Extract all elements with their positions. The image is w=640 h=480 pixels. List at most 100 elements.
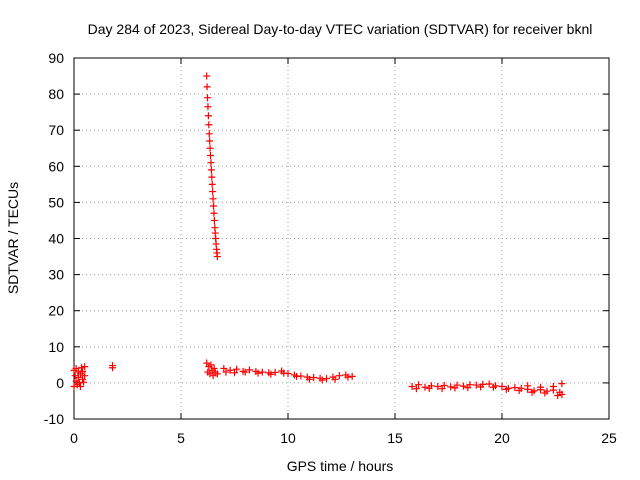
data-point xyxy=(415,381,423,389)
y-tick-label: 70 xyxy=(48,122,64,138)
data-point xyxy=(271,368,279,376)
data-point xyxy=(226,366,234,374)
data-point xyxy=(447,383,455,391)
data-point xyxy=(335,372,343,380)
data-point xyxy=(524,382,532,390)
data-point xyxy=(222,368,230,376)
data-point xyxy=(425,384,433,392)
data-point xyxy=(245,366,253,374)
data-point xyxy=(210,216,218,224)
data-point xyxy=(558,380,566,388)
data-point xyxy=(204,112,212,120)
data-point xyxy=(412,385,420,393)
data-point xyxy=(77,364,85,372)
data-point xyxy=(233,365,241,373)
x-axis-label: GPS time / hours xyxy=(287,458,394,474)
axis-ticks: -10 0 10 20 30 40 50 60 70 80 90 0 5 10 15 20 25 xyxy=(44,50,617,446)
y-tick-label: 0 xyxy=(56,375,64,391)
data-point xyxy=(331,375,339,383)
data-point xyxy=(205,130,213,138)
y-axis-label: SDTVAR / TECUs xyxy=(5,182,21,294)
data-point xyxy=(79,367,87,375)
data-point xyxy=(537,383,545,391)
data-point xyxy=(206,144,214,152)
data-point xyxy=(209,195,217,203)
data-point xyxy=(472,381,480,389)
data-point xyxy=(498,383,506,391)
data-point xyxy=(310,373,318,381)
data-point xyxy=(280,369,288,377)
data-point xyxy=(451,384,459,392)
data-point xyxy=(81,363,89,371)
x-tick-label: 25 xyxy=(601,430,617,446)
data-point xyxy=(81,372,89,380)
data-point xyxy=(208,173,216,181)
data-point xyxy=(210,209,218,217)
data-point xyxy=(80,378,88,386)
x-tick-label: 10 xyxy=(280,430,296,446)
data-point xyxy=(74,373,82,381)
data-point xyxy=(459,382,467,390)
data-point xyxy=(204,94,212,102)
x-tick-label: 5 xyxy=(177,430,185,446)
data-point xyxy=(207,361,215,369)
data-point xyxy=(231,369,238,377)
y-tick-label: 60 xyxy=(48,158,64,174)
data-point xyxy=(541,389,549,397)
data-point xyxy=(213,253,221,261)
data-point xyxy=(210,364,218,372)
data-point xyxy=(72,364,80,372)
data-point xyxy=(210,202,218,210)
data-point xyxy=(511,384,519,392)
x-tick-label: 20 xyxy=(494,430,510,446)
y-tick-label: 90 xyxy=(48,50,64,66)
data-point xyxy=(209,372,217,380)
data-point xyxy=(464,384,472,392)
data-point xyxy=(267,370,275,378)
data-point xyxy=(109,364,117,372)
data-point xyxy=(323,375,331,383)
data-point xyxy=(489,383,497,391)
y-tick-label: 20 xyxy=(48,303,64,319)
data-point xyxy=(203,359,211,367)
data-points xyxy=(70,72,566,400)
data-point xyxy=(477,383,485,391)
data-point xyxy=(76,383,84,391)
y-tick-label: 50 xyxy=(48,194,64,210)
data-point xyxy=(515,386,523,394)
data-point xyxy=(254,369,262,377)
data-point xyxy=(204,103,212,111)
data-point xyxy=(203,72,211,80)
data-point xyxy=(293,372,301,380)
data-point xyxy=(207,166,215,174)
data-point xyxy=(209,188,217,196)
y-tick-label: 30 xyxy=(48,267,64,283)
data-point xyxy=(206,137,214,145)
data-point xyxy=(207,159,215,167)
data-point xyxy=(408,383,416,391)
data-point xyxy=(528,388,536,396)
data-point xyxy=(71,372,79,380)
data-point xyxy=(421,383,429,391)
y-tick-label: -10 xyxy=(44,411,64,427)
data-point xyxy=(207,151,215,159)
data-point xyxy=(258,368,266,376)
data-point xyxy=(208,180,216,188)
data-point xyxy=(318,376,326,384)
data-point xyxy=(348,372,356,380)
data-point xyxy=(203,83,211,91)
data-point xyxy=(205,121,213,129)
chart-title: Day 284 of 2023, Sidereal Day-to-day VTE… xyxy=(88,21,593,37)
data-point xyxy=(241,368,249,376)
data-point xyxy=(558,390,566,398)
x-tick-label: 15 xyxy=(387,430,403,446)
data-point xyxy=(549,383,557,391)
data-point xyxy=(344,373,352,381)
data-point xyxy=(554,392,562,400)
y-tick-label: 40 xyxy=(48,231,64,247)
data-point xyxy=(502,385,510,393)
data-point xyxy=(213,370,221,378)
data-point xyxy=(485,380,493,388)
